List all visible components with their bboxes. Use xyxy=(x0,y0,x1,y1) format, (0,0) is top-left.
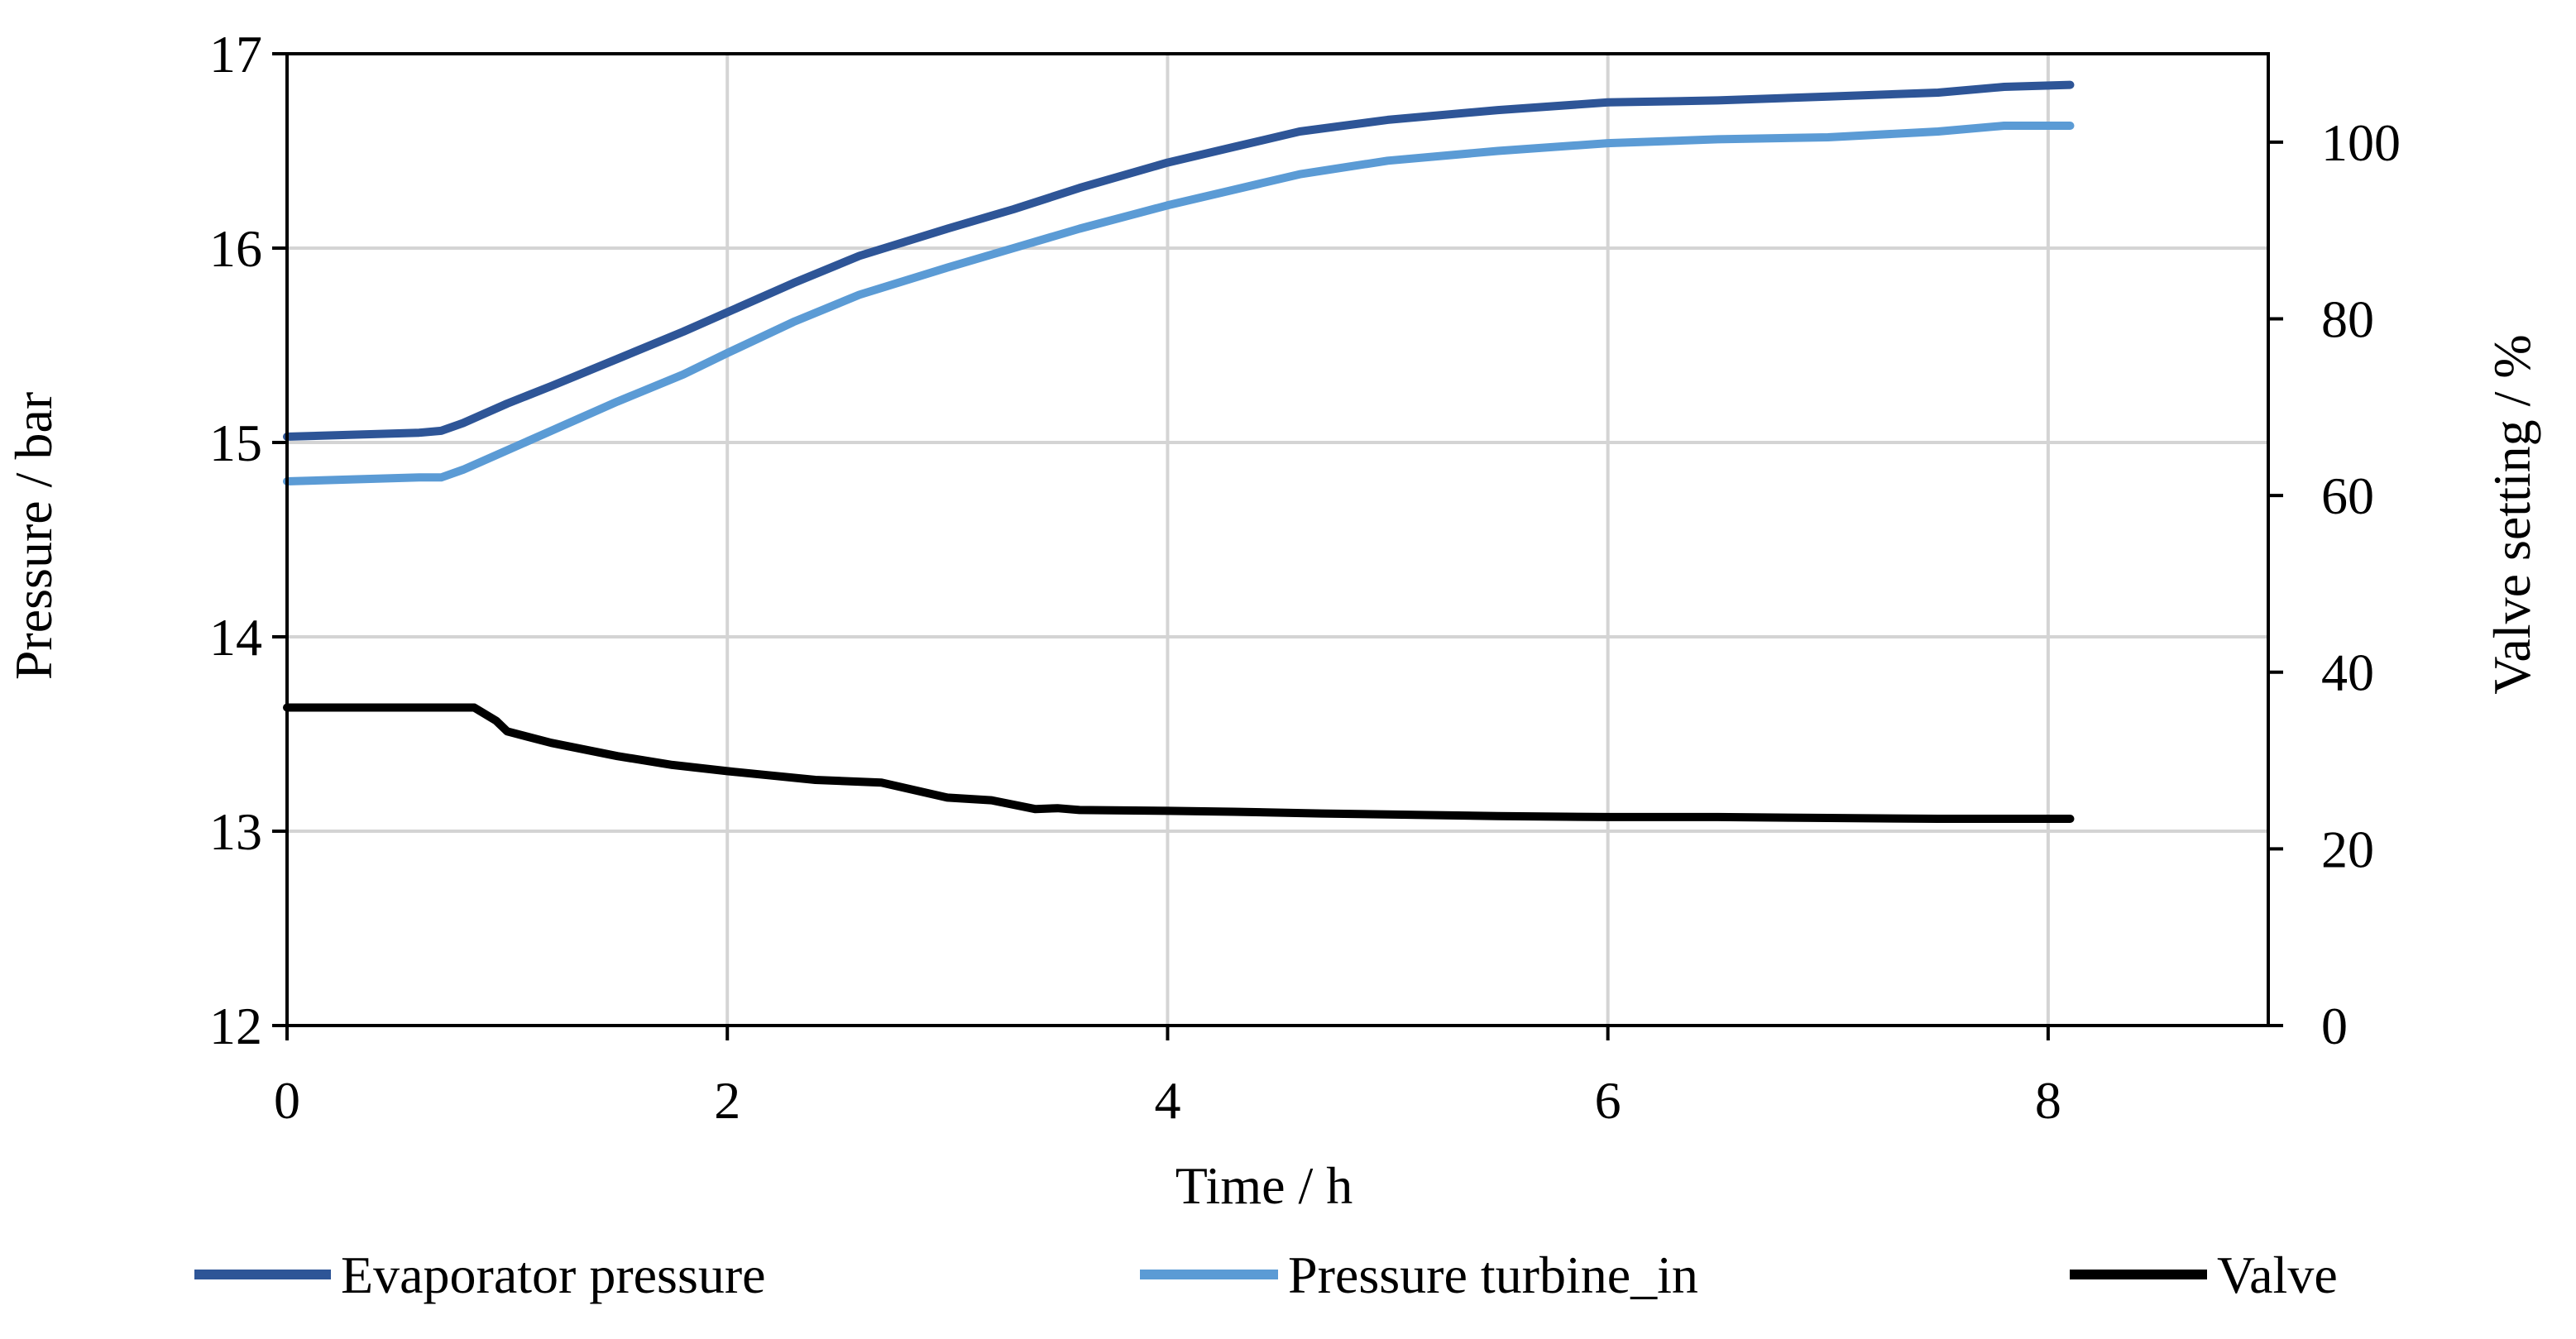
series-line-pressure-turbine-in xyxy=(283,122,2075,485)
y2-axis-title: Valve setting / % xyxy=(2483,334,2541,694)
tick-label-y-12: 12 xyxy=(209,997,262,1055)
legend-label-valve: Valve xyxy=(2217,1246,2338,1304)
plot-frame xyxy=(285,52,2270,1027)
tick-label-y2-100: 100 xyxy=(2321,113,2401,172)
tick-label-x-0: 0 xyxy=(274,1071,300,1130)
legend: Evaporator pressure Pressure turbine_in … xyxy=(194,1246,2338,1304)
series-layer xyxy=(283,80,2075,823)
legend-label-evaporator-pressure: Evaporator pressure xyxy=(341,1246,766,1304)
series-line-valve xyxy=(283,703,2075,823)
tick-label-y-13: 13 xyxy=(209,802,262,861)
tick-label-x-4: 4 xyxy=(1154,1071,1180,1130)
tick-label-y-15: 15 xyxy=(209,414,262,472)
tick-label-y2-60: 60 xyxy=(2321,466,2374,525)
tick-label-x-6: 6 xyxy=(1595,1071,1621,1130)
tick-label-y2-40: 40 xyxy=(2321,643,2374,702)
tick-label-y-16: 16 xyxy=(209,219,262,278)
x-axis-title: Time / h xyxy=(1175,1156,1353,1215)
grid-layer xyxy=(287,54,2268,1026)
tick-label-y-14: 14 xyxy=(209,608,262,667)
series-line-evaporator-pressure xyxy=(283,80,2075,441)
legend-label-pressure-turbine-in: Pressure turbine_in xyxy=(1288,1246,1698,1304)
tick-label-y2-0: 0 xyxy=(2321,997,2348,1055)
tick-label-y2-80: 80 xyxy=(2321,289,2374,348)
tick-label-y-17: 17 xyxy=(209,25,262,84)
tick-label-x-8: 8 xyxy=(2035,1071,2061,1130)
tick-label-y2-20: 20 xyxy=(2321,820,2374,878)
tick-label-x-2: 2 xyxy=(714,1071,740,1130)
y-axis-title: Pressure / bar xyxy=(4,392,63,680)
